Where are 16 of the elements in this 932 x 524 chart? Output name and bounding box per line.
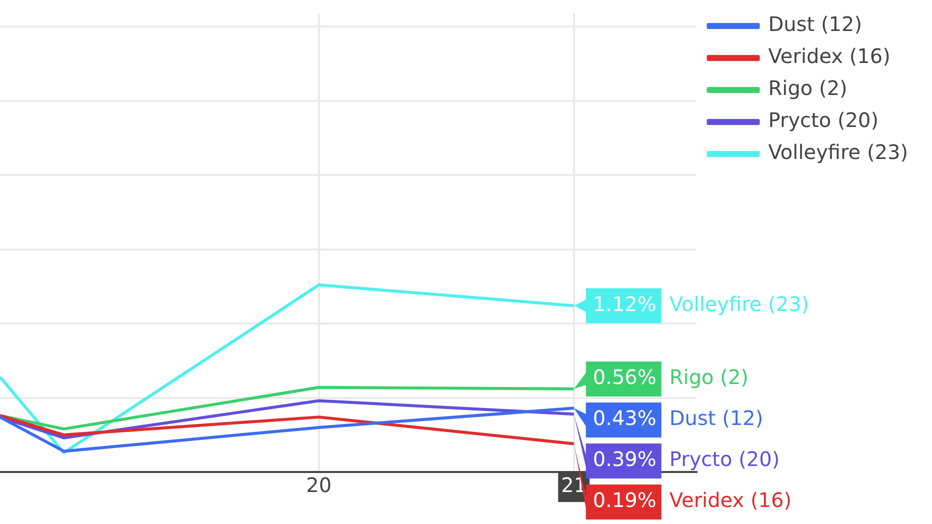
legend-label: Rigo (2) bbox=[669, 365, 748, 390]
text: Prycto (20) bbox=[669, 447, 780, 472]
data-label: 0.39% bbox=[592, 447, 656, 472]
legend-label: Dust (12) bbox=[669, 406, 764, 430]
legend-label: Veridex (16) bbox=[768, 44, 890, 68]
text: Dust (12) bbox=[768, 12, 862, 36]
x-tick-label: 20 bbox=[306, 473, 332, 498]
data-label: 1.12% bbox=[592, 292, 656, 316]
legend-label: Volleyfire (23) bbox=[669, 292, 810, 316]
data-label: 0.43% bbox=[592, 406, 656, 430]
data-label: 0.19% bbox=[592, 488, 656, 512]
legend-label: Prycto (20) bbox=[768, 108, 879, 132]
data-label: 0.56% bbox=[592, 365, 656, 390]
text: Volleyfire (23) bbox=[768, 140, 908, 164]
text: Veridex (16) bbox=[669, 488, 792, 512]
text: Rigo (2) bbox=[768, 76, 848, 100]
